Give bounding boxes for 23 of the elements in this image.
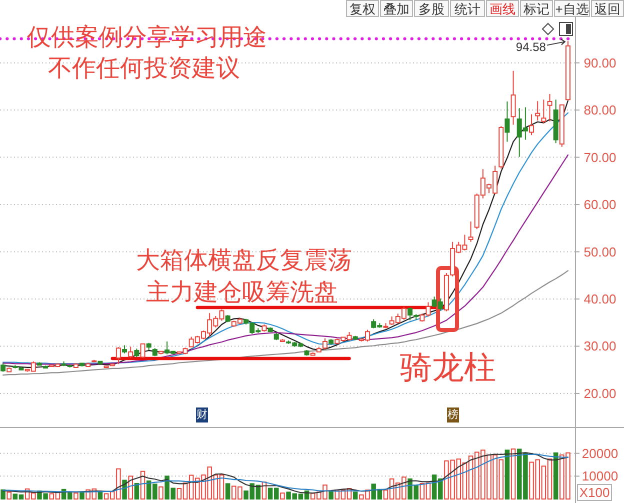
text: 画线 [490, 2, 516, 16]
annotation: 大箱体横盘反复震荡 [136, 247, 352, 274]
annotation: 主力建仓吸筹洗盘 [146, 279, 338, 306]
text: 返回 [594, 2, 620, 16]
y-tick-label: 30.00 [584, 338, 616, 354]
text: 标记 [522, 2, 550, 16]
annotation: 不作任何投资建议 [48, 55, 240, 82]
annotation: 仅供案例分享学习用途 [27, 24, 267, 51]
text: 统计 [454, 2, 480, 16]
annotation: 94.58 [516, 40, 546, 54]
text: 多股 [418, 2, 444, 16]
text: 复权 [350, 2, 376, 16]
y-tick-label: 50.00 [584, 244, 616, 260]
y-tick-label: 20000 [582, 446, 618, 461]
y-tick-label: 80.00 [584, 102, 616, 118]
annotation: 骑龙柱 [400, 349, 496, 385]
y-tick-label: 70.00 [584, 150, 616, 165]
y-tick-label: 90.00 [584, 55, 616, 70]
y-tick-label: 10000 [582, 468, 618, 484]
text: 叠加 [384, 2, 410, 16]
y-tick-label: 20.00 [584, 386, 616, 401]
y-tick-label: 40.00 [584, 291, 616, 306]
y-tick-label: 60.00 [584, 197, 616, 212]
